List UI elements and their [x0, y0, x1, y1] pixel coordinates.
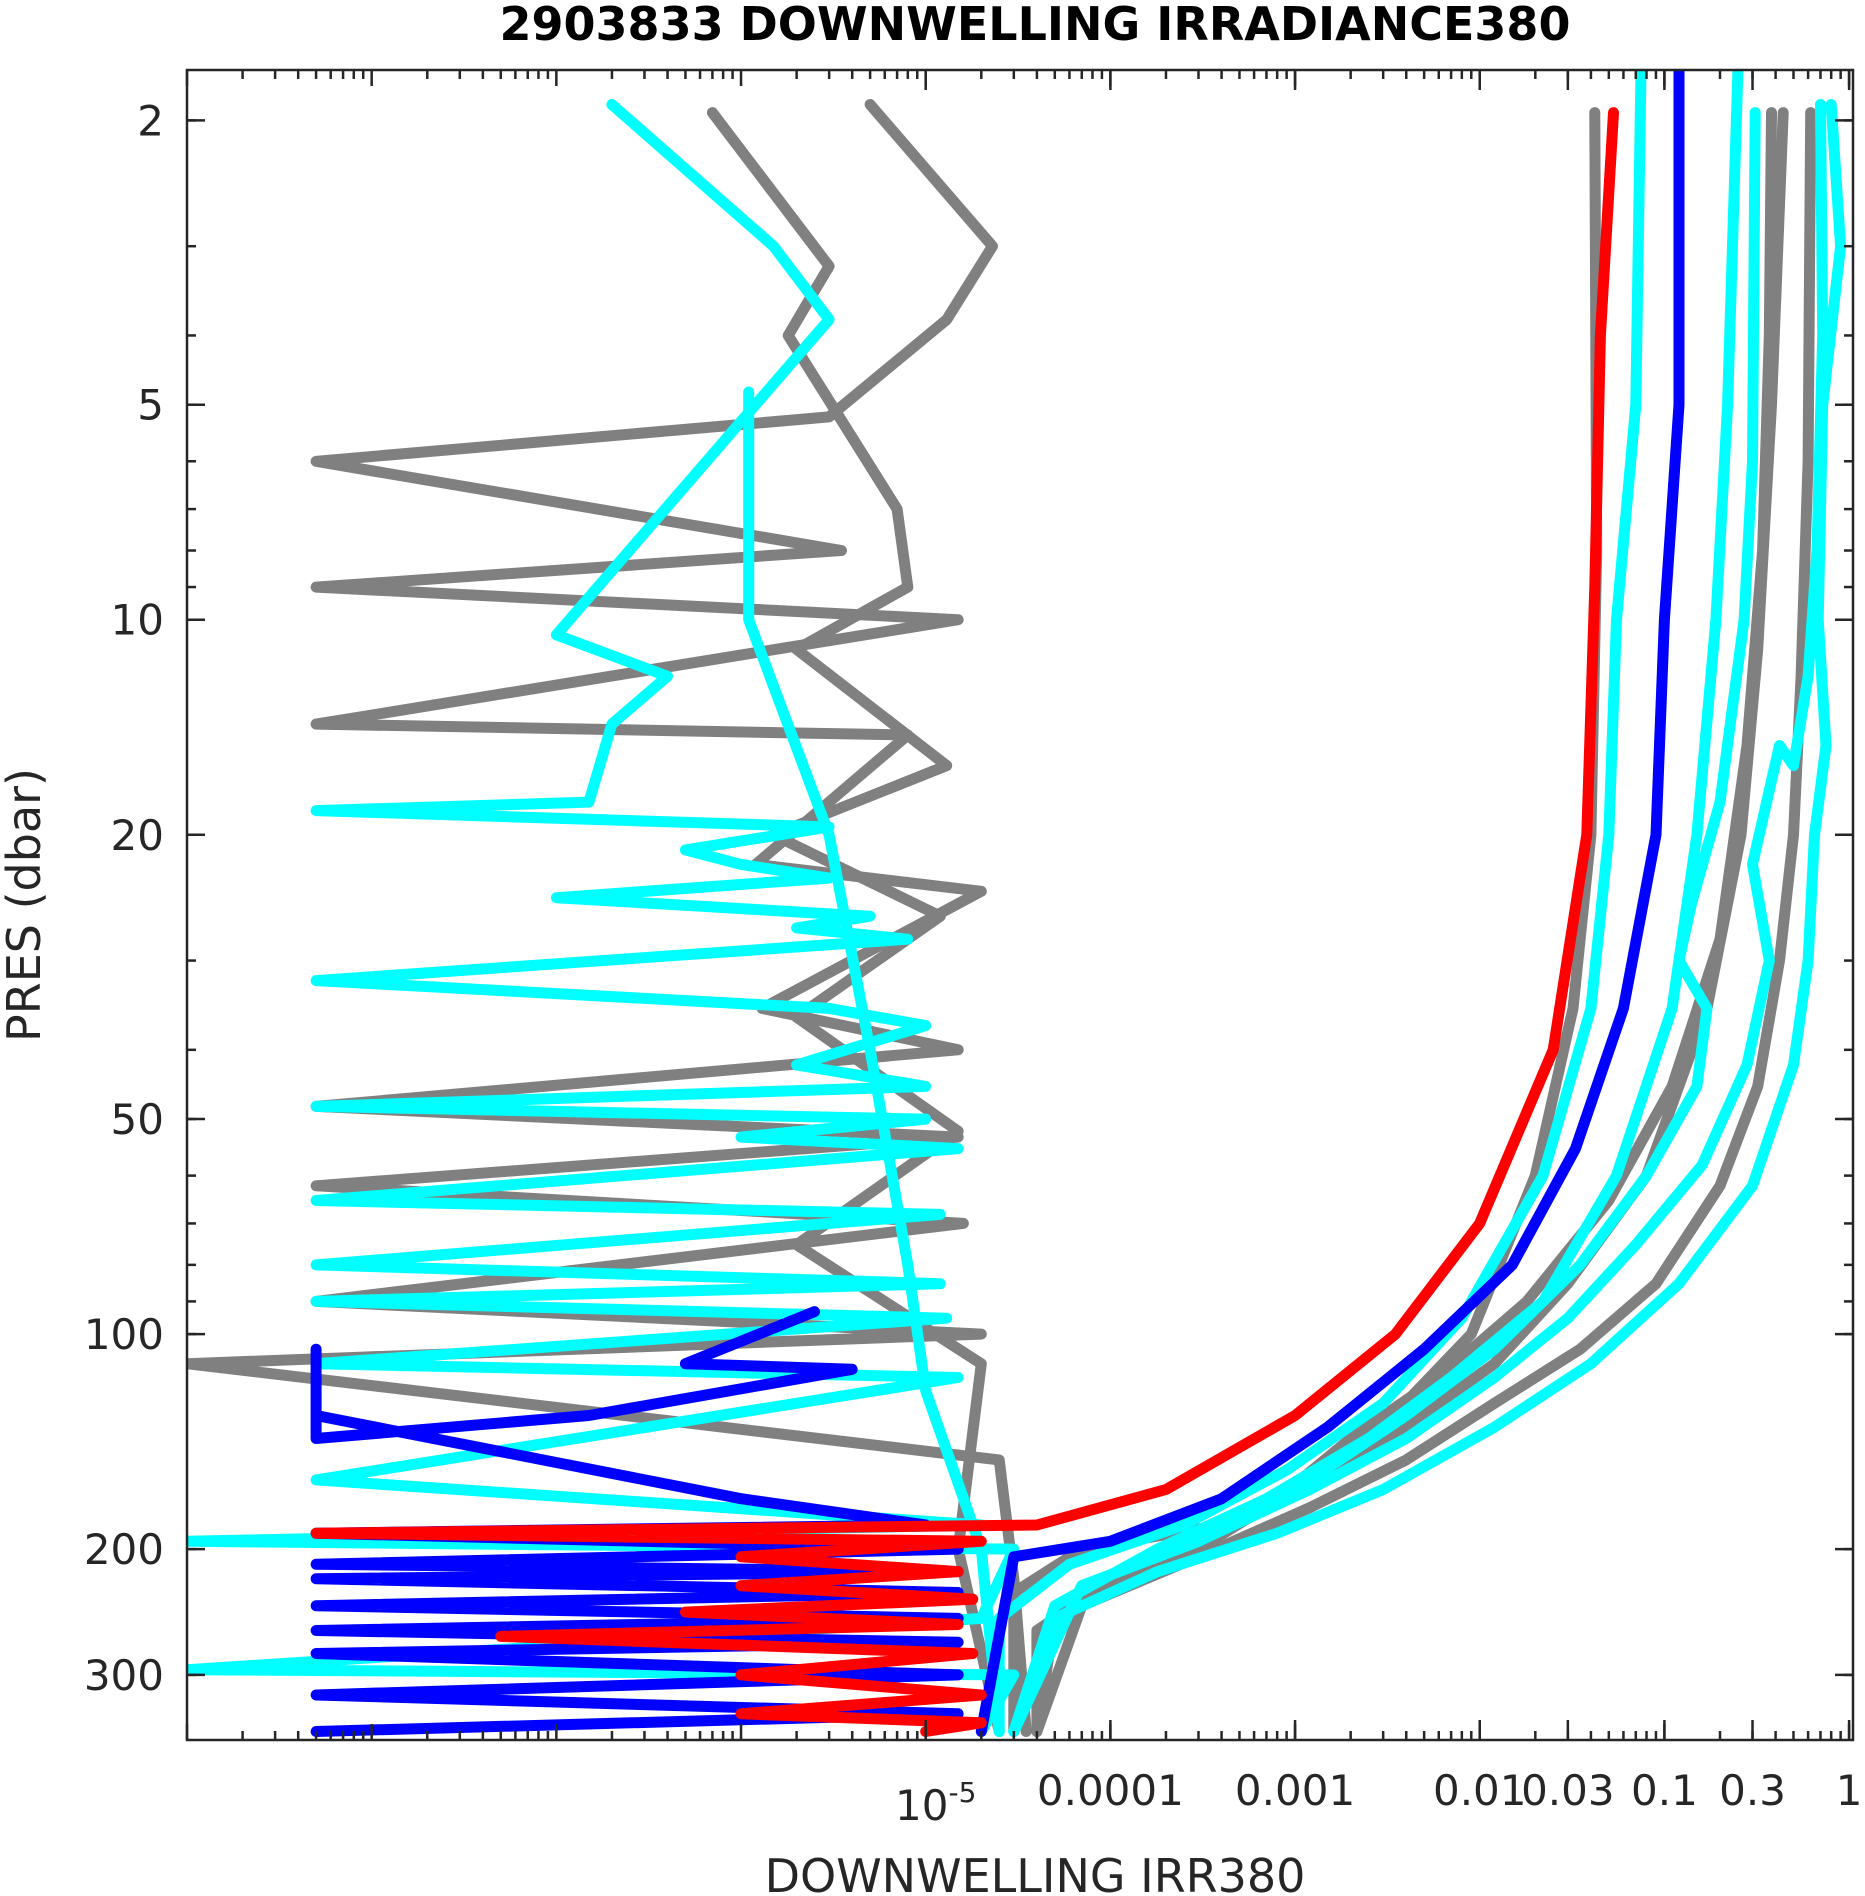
x-tick-label: 0.001: [1235, 1766, 1355, 1815]
series-red-15: [310, 107, 1619, 1737]
x-tick-label: 0.03: [1521, 1766, 1615, 1815]
x-tick-label: 0.01: [1433, 1766, 1527, 1815]
series-blue-13: [310, 1306, 964, 1737]
x-tick-label: 0.3: [1719, 1766, 1786, 1815]
y-tick-label: 100: [84, 1310, 164, 1359]
chart-title: 2903833 DOWNWELLING IRRADIANCE380: [500, 0, 1571, 51]
x-tick-label: 0.0001: [1037, 1766, 1184, 1815]
series-blue-14: [975, 70, 1685, 1737]
x-tick-label-exponent: -5: [948, 1776, 976, 1809]
y-tick-label: 2: [137, 96, 164, 145]
series-cyan-12: [1008, 99, 1829, 1737]
x-tick-label: 1: [1836, 1766, 1863, 1815]
plot-frame: [185, 68, 1855, 1742]
y-tick-label: 20: [111, 811, 164, 860]
y-tick-label: 300: [84, 1651, 164, 1700]
series-layer: [187, 70, 1847, 1737]
y-tick-label: 50: [111, 1095, 164, 1144]
y-tick-label: 200: [84, 1525, 164, 1574]
x-tick-label: 10-5: [895, 1776, 976, 1830]
x-tick-label: 0.1: [1631, 1766, 1698, 1815]
labels-layer: 10-5 0.0001 0.001 0.010.03 0.1 0.3 1 2 5 10 20 50 10…: [84, 96, 1863, 1830]
y-axis-label: PRES (dbar): [0, 768, 51, 1042]
ticks-layer: [185, 70, 1853, 1740]
series-gray-0: [187, 99, 1032, 1737]
x-axis-label: DOWNWELLING IRR380: [765, 1849, 1306, 1896]
y-tick-label: 5: [137, 381, 164, 430]
y-tick-label: 10: [111, 596, 164, 645]
series-cyan-6: [187, 99, 1020, 1737]
